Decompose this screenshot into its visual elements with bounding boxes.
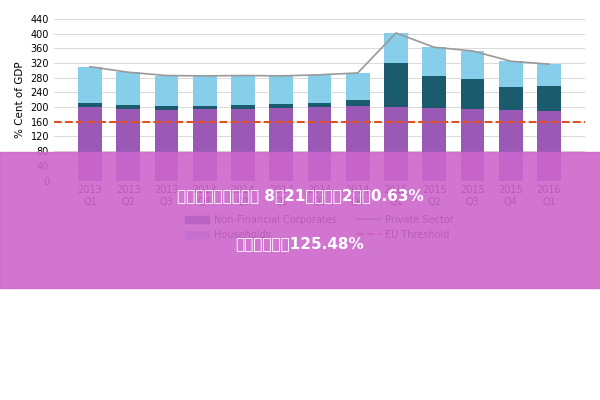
Y-axis label: % Cent of GDP: % Cent of GDP — [15, 62, 25, 138]
Bar — [422, 76, 446, 108]
Bar — [499, 61, 523, 87]
Bar — [269, 108, 293, 180]
Bar — [231, 76, 255, 105]
Bar — [346, 100, 370, 106]
Bar — [384, 63, 408, 107]
Bar — [461, 79, 484, 109]
Bar — [78, 67, 102, 104]
Bar — [384, 107, 408, 180]
Bar — [193, 106, 217, 109]
Bar — [308, 107, 331, 180]
Text: 股票杠杆在哪里办理 8月21日崇达转2上涨0.63%: 股票杠杆在哪里办理 8月21日崇达转2上涨0.63% — [176, 188, 424, 204]
Bar — [78, 104, 102, 107]
Bar — [346, 73, 370, 100]
Bar — [231, 105, 255, 108]
Bar — [537, 86, 561, 111]
Bar — [116, 109, 140, 180]
Text: ，转股溢价率125.48%: ，转股溢价率125.48% — [236, 236, 364, 252]
Bar — [499, 110, 523, 180]
Bar — [193, 76, 217, 106]
Bar — [269, 76, 293, 104]
Bar — [308, 103, 331, 107]
Bar — [461, 51, 484, 79]
Bar — [537, 64, 561, 86]
Bar — [116, 105, 140, 109]
Bar — [155, 76, 178, 106]
Bar — [422, 47, 446, 76]
Bar — [78, 107, 102, 180]
Bar — [269, 104, 293, 108]
Bar — [231, 108, 255, 180]
Bar — [461, 109, 484, 180]
Bar — [537, 111, 561, 180]
Bar — [116, 72, 140, 105]
Legend: Non-Financial Corporates, Households, Private Sector, EU Threshold: Non-Financial Corporates, Households, Pr… — [181, 211, 458, 244]
Bar — [346, 106, 370, 180]
Bar — [384, 33, 408, 63]
Bar — [308, 75, 331, 103]
Bar — [193, 109, 217, 180]
Bar — [155, 110, 178, 180]
Bar — [422, 108, 446, 180]
Bar — [499, 87, 523, 110]
Bar — [155, 106, 178, 110]
